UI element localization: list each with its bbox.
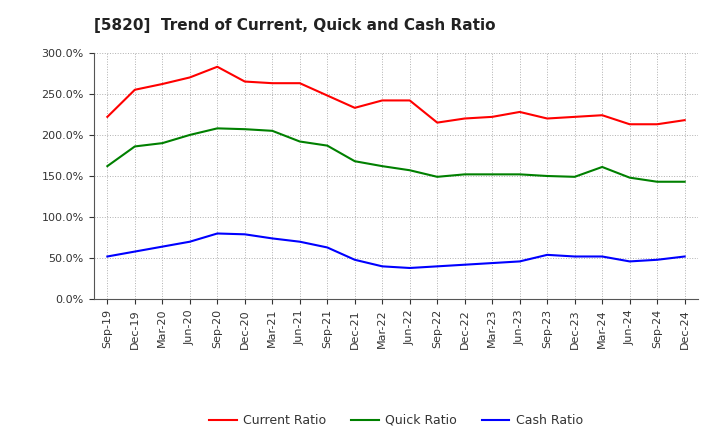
Cash Ratio (543, 252, 552, 257)
Quick Ratio (295, 139, 304, 144)
Cash Ratio (351, 257, 359, 262)
Quick Ratio (130, 144, 139, 149)
Quick Ratio (653, 179, 662, 184)
Quick Ratio (598, 164, 606, 169)
Current Ratio (268, 81, 276, 86)
Cash Ratio (598, 254, 606, 259)
Cash Ratio (186, 239, 194, 244)
Legend: Current Ratio, Quick Ratio, Cash Ratio: Current Ratio, Quick Ratio, Cash Ratio (204, 409, 588, 432)
Quick Ratio (213, 126, 222, 131)
Current Ratio (516, 109, 524, 114)
Quick Ratio (570, 174, 579, 180)
Current Ratio (460, 116, 469, 121)
Current Ratio (433, 120, 441, 125)
Cash Ratio (516, 259, 524, 264)
Cash Ratio (158, 244, 166, 249)
Quick Ratio (626, 175, 634, 180)
Current Ratio (130, 87, 139, 92)
Cash Ratio (626, 259, 634, 264)
Current Ratio (598, 113, 606, 118)
Cash Ratio (213, 231, 222, 236)
Current Ratio (158, 81, 166, 87)
Current Ratio (680, 117, 689, 123)
Quick Ratio (268, 128, 276, 133)
Cash Ratio (130, 249, 139, 254)
Quick Ratio (323, 143, 332, 148)
Cash Ratio (488, 260, 497, 266)
Quick Ratio (240, 127, 249, 132)
Cash Ratio (240, 232, 249, 237)
Current Ratio (240, 79, 249, 84)
Cash Ratio (460, 262, 469, 268)
Current Ratio (570, 114, 579, 120)
Quick Ratio (516, 172, 524, 177)
Cash Ratio (323, 245, 332, 250)
Current Ratio (378, 98, 387, 103)
Cash Ratio (103, 254, 112, 259)
Cash Ratio (268, 236, 276, 241)
Quick Ratio (103, 164, 112, 169)
Cash Ratio (653, 257, 662, 262)
Quick Ratio (405, 168, 414, 173)
Cash Ratio (680, 254, 689, 259)
Quick Ratio (488, 172, 497, 177)
Current Ratio (213, 64, 222, 70)
Quick Ratio (680, 179, 689, 184)
Cash Ratio (433, 264, 441, 269)
Quick Ratio (378, 164, 387, 169)
Current Ratio (626, 121, 634, 127)
Line: Cash Ratio: Cash Ratio (107, 234, 685, 268)
Text: [5820]  Trend of Current, Quick and Cash Ratio: [5820] Trend of Current, Quick and Cash … (94, 18, 495, 33)
Line: Current Ratio: Current Ratio (107, 67, 685, 124)
Line: Quick Ratio: Quick Ratio (107, 128, 685, 182)
Quick Ratio (186, 132, 194, 138)
Current Ratio (653, 121, 662, 127)
Quick Ratio (433, 174, 441, 180)
Current Ratio (405, 98, 414, 103)
Cash Ratio (570, 254, 579, 259)
Cash Ratio (378, 264, 387, 269)
Current Ratio (186, 75, 194, 80)
Quick Ratio (543, 173, 552, 179)
Current Ratio (103, 114, 112, 120)
Current Ratio (488, 114, 497, 120)
Cash Ratio (405, 265, 414, 271)
Quick Ratio (351, 158, 359, 164)
Current Ratio (323, 93, 332, 98)
Current Ratio (351, 105, 359, 110)
Cash Ratio (295, 239, 304, 244)
Current Ratio (543, 116, 552, 121)
Quick Ratio (460, 172, 469, 177)
Quick Ratio (158, 140, 166, 146)
Current Ratio (295, 81, 304, 86)
